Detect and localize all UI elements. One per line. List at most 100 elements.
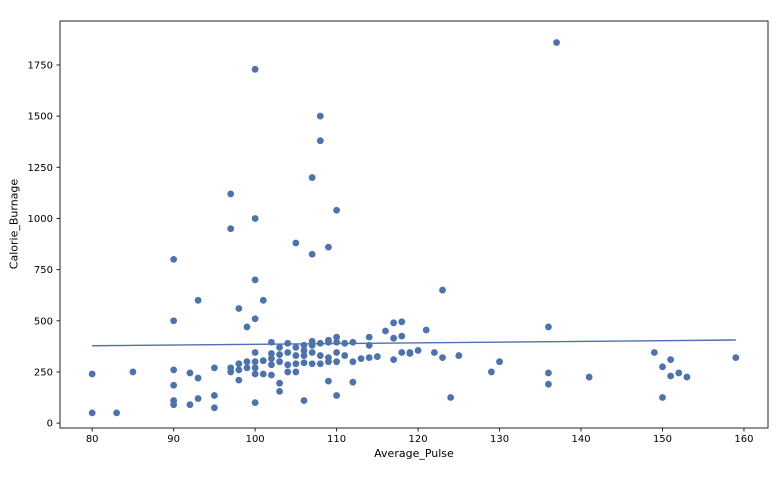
- scatter-point: [349, 338, 357, 346]
- y-tick-label: 750: [34, 265, 53, 276]
- x-tick-label: 90: [167, 434, 180, 445]
- scatter-point: [284, 368, 292, 376]
- x-tick-label: 100: [246, 434, 265, 445]
- scatter-point: [268, 350, 275, 357]
- scatter-point: [227, 225, 235, 233]
- scatter-point: [186, 401, 194, 409]
- scatter-point: [390, 319, 398, 327]
- scatter-point: [268, 355, 275, 363]
- scatter-point: [259, 370, 267, 378]
- scatter-point: [732, 354, 740, 362]
- y-tick-label: 1000: [28, 214, 53, 225]
- scatter-point: [235, 360, 243, 368]
- scatter-point: [284, 349, 292, 356]
- scatter-point: [210, 404, 218, 412]
- scatter-point: [276, 351, 283, 358]
- scatter-point: [251, 215, 259, 222]
- scatter-point: [553, 39, 560, 46]
- scatter-point: [194, 395, 202, 402]
- scatter-point: [390, 334, 398, 342]
- scatter-point: [251, 65, 259, 73]
- y-tick-label: 1500: [28, 112, 53, 123]
- x-axis-label: Average_Pulse: [374, 447, 454, 460]
- scatter-point: [333, 358, 341, 366]
- scatter-point: [406, 350, 414, 357]
- scatter-point: [390, 356, 398, 364]
- scatter-point: [316, 339, 324, 347]
- plot-border: [59, 20, 769, 429]
- scatter-point: [398, 318, 406, 326]
- scatter-point: [113, 409, 121, 417]
- scatter-point: [683, 373, 691, 381]
- scatter-point: [333, 392, 341, 399]
- scatter-point: [325, 338, 332, 346]
- x-tick-label: 150: [653, 434, 672, 445]
- scatter-point: [308, 360, 316, 368]
- scatter-point: [251, 315, 259, 323]
- scatter-point: [170, 401, 178, 409]
- scatter-point: [439, 286, 446, 294]
- scatter-point: [308, 349, 316, 356]
- scatter-point: [333, 349, 341, 356]
- scatter-point: [276, 387, 283, 395]
- scatter-point: [455, 352, 463, 359]
- scatter-point: [373, 353, 381, 360]
- scatter-point: [194, 296, 202, 304]
- scatter-point: [316, 112, 324, 120]
- scatter-point: [170, 255, 178, 263]
- scatter-point: [243, 358, 251, 366]
- scatter-point: [251, 358, 259, 366]
- scatter-point: [276, 343, 283, 351]
- scatter-point: [88, 409, 96, 417]
- scatter-point: [398, 332, 406, 340]
- scatter-point: [292, 360, 300, 368]
- scatter-point: [316, 137, 324, 145]
- scatter-point: [398, 349, 406, 356]
- scatter-point: [308, 174, 316, 181]
- scatter-point: [251, 276, 259, 284]
- scatter-point: [341, 339, 349, 347]
- scatter-point: [675, 369, 683, 377]
- scatter-point: [251, 370, 259, 378]
- x-tick-label: 120: [409, 434, 428, 445]
- scatter-point: [349, 358, 357, 366]
- scatter-point: [496, 358, 503, 366]
- scatter-point: [316, 352, 324, 359]
- scatter-point: [585, 373, 593, 381]
- y-tick-label: 500: [34, 316, 53, 327]
- scatter-point: [316, 360, 324, 368]
- scatter-point: [284, 361, 292, 369]
- scatter-point: [414, 347, 422, 354]
- scatter-point: [365, 333, 373, 341]
- scatter-point: [292, 343, 300, 351]
- scatter-point: [251, 399, 259, 407]
- scatter-point: [545, 323, 552, 331]
- scatter-point: [210, 364, 218, 372]
- scatter-point: [186, 369, 194, 377]
- scatter-point: [268, 361, 275, 369]
- y-tick-label: 250: [34, 367, 53, 378]
- x-tick-label: 80: [86, 434, 99, 445]
- scatter-point: [170, 317, 178, 325]
- x-tick-label: 160: [734, 434, 753, 445]
- scatter-point: [259, 296, 267, 304]
- scatter-point: [341, 352, 349, 359]
- scatter-point: [251, 364, 259, 372]
- scatter-point: [333, 338, 341, 346]
- scatter-point: [300, 341, 308, 349]
- scatter-point: [210, 392, 218, 399]
- scatter-point: [659, 363, 666, 371]
- scatter-point: [333, 333, 341, 341]
- scatter-point: [349, 378, 357, 386]
- scatter-point: [447, 394, 455, 401]
- scatter-point: [292, 368, 300, 376]
- scatter-point: [276, 379, 283, 387]
- scatter-point: [545, 369, 552, 377]
- scatter-point: [170, 366, 178, 374]
- x-tick-label: 110: [327, 434, 346, 445]
- scatter-point: [325, 377, 332, 385]
- scatter-point: [227, 190, 235, 198]
- scatter-point: [667, 356, 675, 364]
